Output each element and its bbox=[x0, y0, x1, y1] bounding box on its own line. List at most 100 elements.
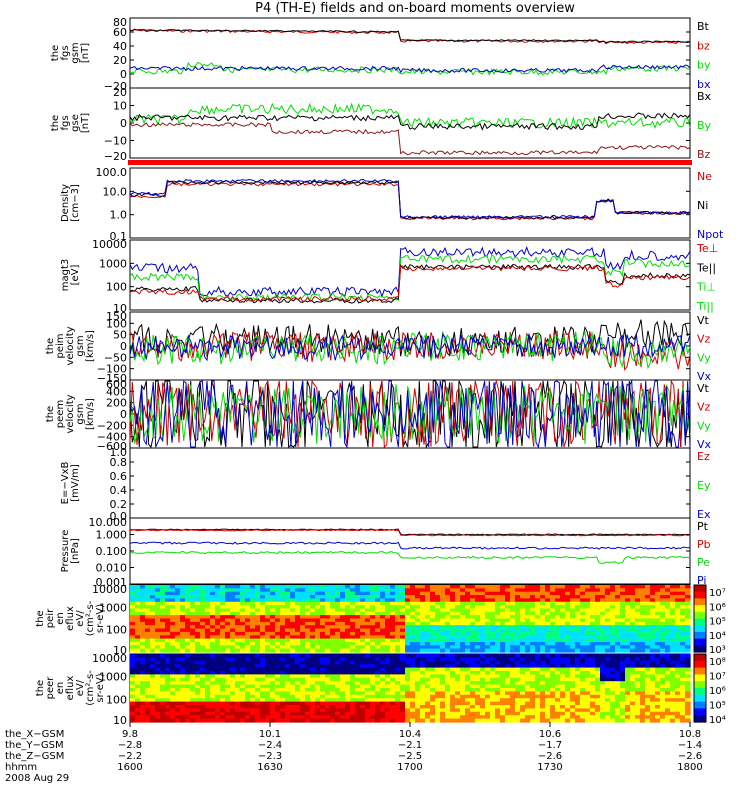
spectrogram-cell bbox=[670, 708, 676, 713]
spectrogram-cell bbox=[190, 585, 196, 589]
spectrogram-cell bbox=[435, 718, 441, 723]
spectrogram-cell bbox=[465, 631, 471, 636]
spectrogram-cell bbox=[180, 715, 186, 720]
spectrogram-cell bbox=[680, 601, 686, 606]
spectrogram-cell bbox=[435, 667, 441, 672]
spectrogram-cell bbox=[310, 664, 316, 669]
spectrogram-cell bbox=[205, 718, 211, 723]
spectrogram-cell bbox=[255, 708, 261, 713]
spectrogram-cell bbox=[390, 631, 396, 636]
spectrogram-cell bbox=[525, 715, 531, 720]
spectrogram-cell bbox=[355, 681, 361, 686]
spectrogram-cell bbox=[485, 677, 491, 682]
spectrogram-cell bbox=[165, 718, 171, 723]
spectrogram-cell bbox=[180, 671, 186, 675]
spectrogram-cell bbox=[165, 648, 171, 653]
spectrogram-cell bbox=[175, 688, 181, 692]
spectrogram-cell bbox=[415, 681, 421, 686]
spectrogram-cell bbox=[155, 615, 161, 620]
spectrogram-cell bbox=[680, 608, 686, 613]
spectrogram-cell bbox=[490, 608, 496, 613]
spectrogram-cell bbox=[415, 635, 421, 640]
spectrogram-cell bbox=[400, 681, 406, 686]
spectrogram-cell bbox=[225, 608, 231, 613]
spectrogram-cell bbox=[235, 674, 241, 679]
spectrogram-cell bbox=[285, 615, 291, 620]
spectrogram-cell bbox=[255, 611, 261, 616]
spectrogram-cell bbox=[545, 684, 551, 689]
spectrogram-cell bbox=[560, 598, 566, 603]
spectrogram-cell bbox=[350, 705, 356, 709]
spectrogram-cell bbox=[465, 645, 471, 650]
spectrogram-cell bbox=[575, 645, 581, 650]
spectrogram-cell bbox=[660, 598, 666, 603]
spectrogram-cell bbox=[585, 635, 591, 640]
spectrogram-cell bbox=[615, 718, 621, 723]
spectrogram-cell bbox=[270, 611, 276, 616]
spectrogram-cell bbox=[635, 631, 641, 636]
spectrogram-cell bbox=[205, 645, 211, 650]
y-axis-label: [mV/m] bbox=[70, 464, 81, 502]
spectrogram-cell bbox=[400, 715, 406, 720]
spectrogram-cell bbox=[400, 660, 406, 665]
spectrogram-cell bbox=[400, 667, 406, 672]
spectrogram-cell bbox=[295, 684, 301, 689]
spectrogram-cell bbox=[425, 677, 431, 682]
spectrogram-cell bbox=[315, 677, 321, 682]
spectrogram-cell bbox=[345, 711, 351, 716]
spectrogram-cell bbox=[505, 715, 511, 720]
spectrogram-cell bbox=[520, 674, 526, 679]
spectrogram-cell bbox=[330, 684, 336, 689]
colorbar-cell bbox=[694, 618, 706, 621]
spectrogram-cell bbox=[250, 708, 256, 713]
spectrogram-cell bbox=[410, 601, 416, 606]
spectrogram-cell bbox=[670, 684, 676, 689]
spectrogram-cell bbox=[340, 618, 346, 623]
spectrogram-cell bbox=[180, 684, 186, 689]
spectrogram-cell bbox=[240, 631, 246, 636]
spectrogram-cell bbox=[215, 711, 221, 716]
spectrogram-cell bbox=[235, 588, 241, 593]
spectrogram-cell bbox=[655, 628, 661, 633]
spectrogram-cell bbox=[665, 595, 671, 599]
spectrogram-cell bbox=[150, 631, 156, 636]
spectrogram-cell bbox=[445, 628, 451, 633]
spectrogram-cell bbox=[215, 708, 221, 713]
spectrogram-cell bbox=[305, 595, 311, 599]
spectrogram-cell bbox=[195, 621, 201, 626]
spectrogram-cell bbox=[220, 705, 226, 709]
series-line bbox=[129, 379, 691, 449]
spectrogram-cell bbox=[240, 625, 246, 630]
spectrogram-cell bbox=[315, 691, 321, 696]
spectrogram-cell bbox=[605, 708, 611, 713]
spectrogram-cell bbox=[245, 691, 251, 696]
spectrogram-cell bbox=[405, 708, 411, 713]
spectrogram-cell bbox=[675, 691, 681, 696]
spectrogram-cell bbox=[350, 635, 356, 640]
spectrogram-cell bbox=[430, 718, 436, 723]
spectrogram-cell bbox=[560, 681, 566, 686]
spectrogram-cell bbox=[585, 681, 591, 686]
spectrogram-cell bbox=[470, 701, 476, 706]
spectrogram-cell bbox=[140, 684, 146, 689]
spectrogram-cell bbox=[135, 598, 141, 603]
spectrogram-cell bbox=[610, 642, 616, 646]
colorbar-cell bbox=[694, 665, 706, 669]
spectrogram-cell bbox=[425, 635, 431, 640]
spectrogram-cell bbox=[470, 605, 476, 610]
spectrogram-cell bbox=[165, 705, 171, 709]
spectrogram-cell bbox=[330, 591, 336, 596]
footer-row-label: hhmm bbox=[5, 762, 37, 773]
spectrogram-cell bbox=[205, 615, 211, 620]
spectrogram-cell bbox=[615, 635, 621, 640]
spectrogram-cell bbox=[475, 674, 481, 679]
spectrogram-cell bbox=[320, 718, 326, 723]
spectrogram-cell bbox=[295, 718, 301, 723]
spectrogram-cell bbox=[630, 701, 636, 706]
legend-entry: Pi bbox=[697, 574, 706, 587]
y-tick-label: 0 bbox=[120, 408, 127, 421]
spectrogram-cell bbox=[665, 645, 671, 650]
spectrogram-cell bbox=[575, 671, 581, 675]
spectrogram-cell bbox=[320, 611, 326, 616]
spectrogram-cell bbox=[320, 698, 326, 703]
